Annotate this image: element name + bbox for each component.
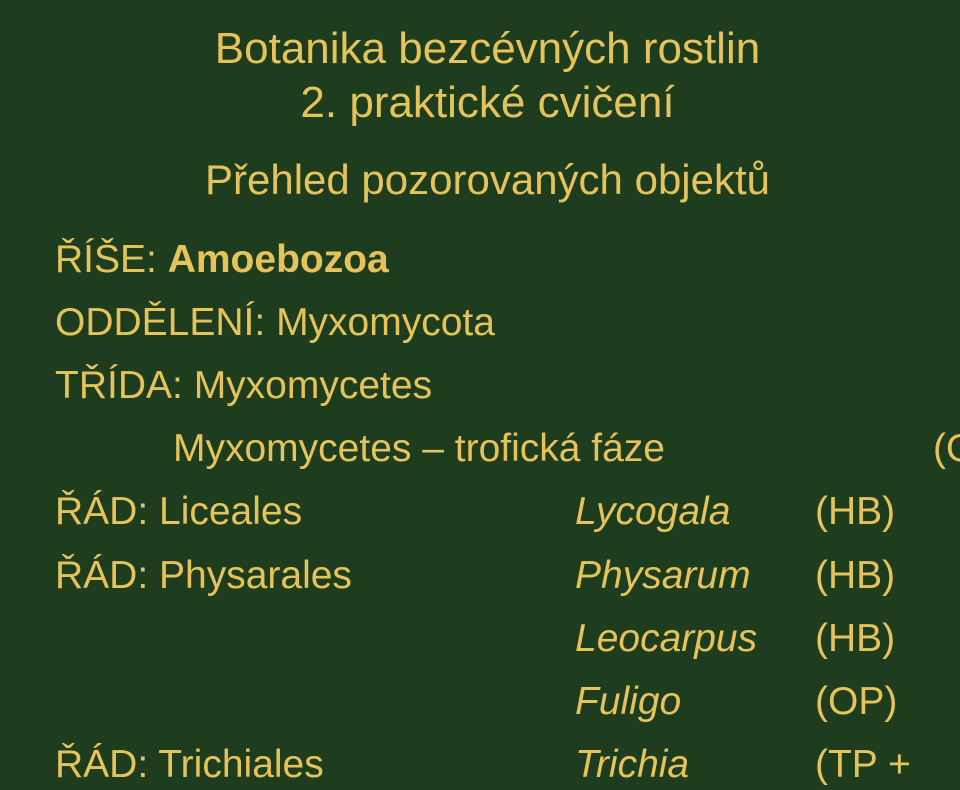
order-row-3: Fuligo (OP) — [55, 670, 920, 733]
order-code-3: (OP) — [815, 670, 920, 733]
order-taxon-0: Lycogala — [575, 480, 815, 543]
trida-value: Myxomycetes — [194, 364, 432, 407]
order-code-2: (HB) — [815, 607, 920, 670]
order-row-4: ŘÁD: Trichiales Trichia (TP + HB) — [55, 733, 920, 790]
rise-label: ŘÍŠE: — [55, 238, 157, 281]
slide-container: Botanika bezcévných rostlin 2. praktické… — [0, 0, 960, 790]
order-taxon-4: Trichia — [575, 733, 815, 790]
order-label-1: ŘÁD: Physarales — [55, 544, 575, 607]
trida-label: TŘÍDA: — [55, 364, 183, 407]
slide-title: Botanika bezcévných rostlin 2. praktické… — [55, 22, 920, 129]
order-taxon-2: Leocarpus — [575, 607, 815, 670]
slide-subtitle: Přehled pozorovaných objektů — [55, 155, 920, 205]
order-label-3 — [55, 670, 575, 733]
oddeleni-label: ODDĚLENÍ: — [55, 301, 265, 344]
title-line-2: 2. praktické cvičení — [300, 78, 674, 127]
trofic-row: Myxomycetes – trofická fáze (OP) — [55, 417, 920, 480]
order-row-2: Leocarpus (HB) — [55, 607, 920, 670]
order-taxon-1: Physarum — [575, 544, 815, 607]
order-taxon-3: Fuligo — [575, 670, 815, 733]
order-code-4: (TP + HB) — [815, 733, 920, 790]
oddeleni-line: ODDĚLENÍ: Myxomycota — [55, 291, 920, 354]
order-row-0: ŘÁD: Liceales Lycogala (HB) — [55, 480, 920, 543]
title-line-1: Botanika bezcévných rostlin — [215, 24, 760, 73]
rise-value: Amoebozoa — [168, 238, 389, 281]
order-row-1: ŘÁD: Physarales Physarum (HB) — [55, 544, 920, 607]
rise-line: ŘÍŠE: Amoebozoa — [55, 228, 920, 291]
trofic-text: Myxomycetes – trofická fáze — [55, 417, 933, 480]
trofic-code: (OP) — [933, 417, 960, 480]
order-code-0: (HB) — [815, 480, 920, 543]
oddeleni-value: Myxomycota — [276, 301, 495, 344]
order-label-2 — [55, 607, 575, 670]
order-code-1: (HB) — [815, 544, 920, 607]
order-label-4: ŘÁD: Trichiales — [55, 733, 575, 790]
trida-line: TŘÍDA: Myxomycetes — [55, 354, 920, 417]
order-label-0: ŘÁD: Liceales — [55, 480, 575, 543]
